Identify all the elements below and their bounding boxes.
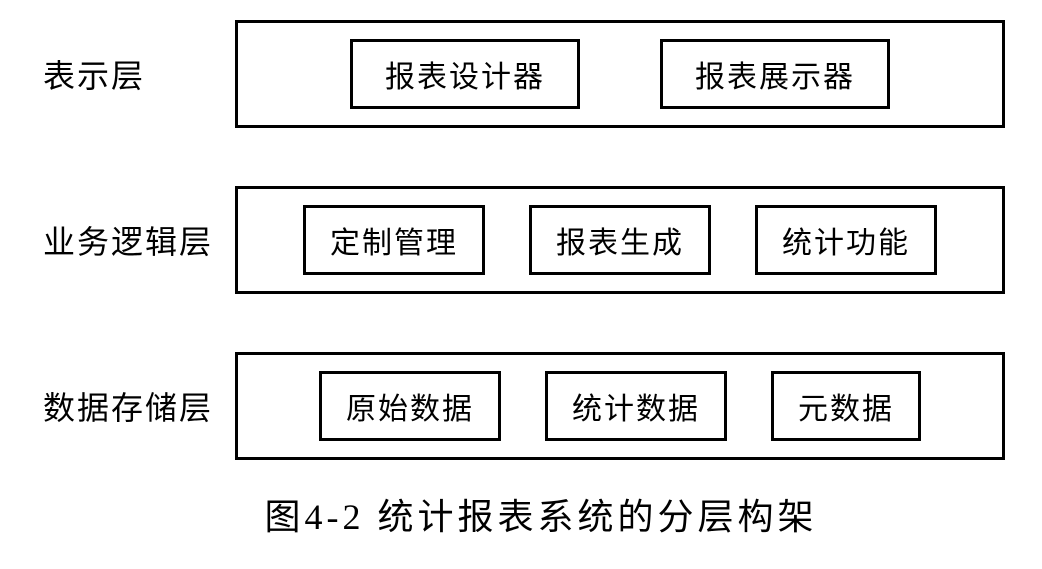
layer-box-metadata: 元数据 xyxy=(771,371,921,441)
layer-row-data-storage: 数据存储层 原始数据 统计数据 元数据 xyxy=(25,352,1017,460)
layer-label: 表示层 xyxy=(25,51,235,97)
layer-box-report-gen: 报表生成 xyxy=(529,205,711,275)
layer-box-report-designer: 报表设计器 xyxy=(350,39,580,109)
layer-container: 原始数据 统计数据 元数据 xyxy=(235,352,1005,460)
layer-container: 定制管理 报表生成 统计功能 xyxy=(235,186,1005,294)
layer-label: 业务逻辑层 xyxy=(25,217,235,263)
layer-box-stats-func: 统计功能 xyxy=(755,205,937,275)
layer-label: 数据存储层 xyxy=(25,383,235,429)
layer-box-raw-data: 原始数据 xyxy=(319,371,501,441)
layer-box-stats-data: 统计数据 xyxy=(545,371,727,441)
layer-row-presentation: 表示层 报表设计器 报表展示器 xyxy=(25,20,1017,128)
figure-caption: 图4-2 统计报表系统的分层构架 xyxy=(25,488,1017,540)
layer-box-custom-mgmt: 定制管理 xyxy=(303,205,485,275)
layer-container: 报表设计器 报表展示器 xyxy=(235,20,1005,128)
layer-row-business-logic: 业务逻辑层 定制管理 报表生成 统计功能 xyxy=(25,186,1017,294)
layer-box-report-viewer: 报表展示器 xyxy=(660,39,890,109)
